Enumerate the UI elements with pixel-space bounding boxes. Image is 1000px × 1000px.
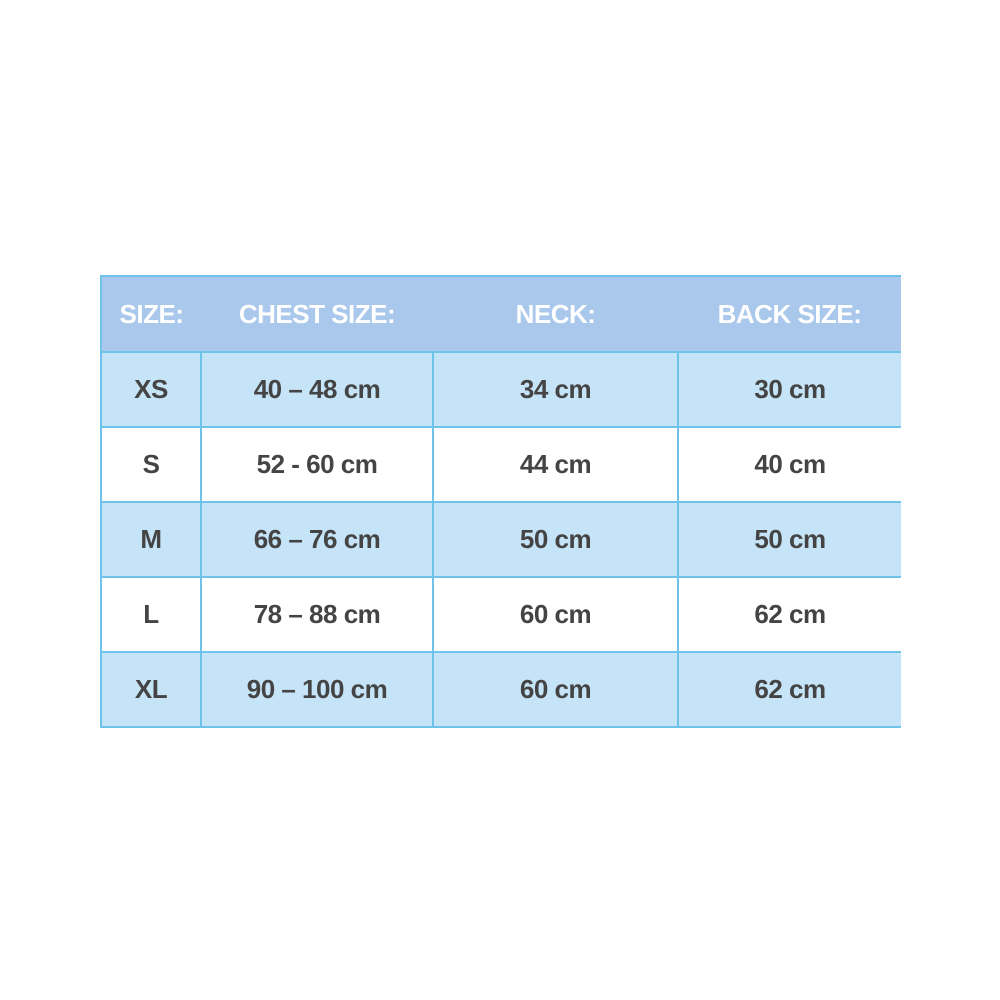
table-row: M 66 – 76 cm 50 cm 50 cm xyxy=(100,501,901,578)
measure-cell: 50 cm xyxy=(432,501,679,578)
size-cell: S xyxy=(100,426,202,503)
measure-cell: 62 cm xyxy=(677,576,901,653)
size-cell: XL xyxy=(100,651,202,728)
measure-cell: 62 cm xyxy=(677,651,901,728)
header-cell: NECK: xyxy=(433,275,678,353)
table-body: XS 40 – 48 cm 34 cm 30 cm S 52 - 60 cm 44 cm 40… xyxy=(100,351,901,728)
measure-cell: 50 cm xyxy=(677,501,901,578)
measure-cell: 44 cm xyxy=(432,426,679,503)
measure-cell: 66 – 76 cm xyxy=(200,501,434,578)
header-row: SIZE: CHEST SIZE: NECK: BACK SIZE: xyxy=(100,275,901,353)
header-cell: CHEST SIZE: xyxy=(201,275,433,353)
header-cell: SIZE: xyxy=(100,275,201,353)
measure-cell: 40 cm xyxy=(677,426,901,503)
size-cell: L xyxy=(100,576,202,653)
size-cell: M xyxy=(100,501,202,578)
measure-cell: 60 cm xyxy=(432,651,679,728)
table-header: SIZE: CHEST SIZE: NECK: BACK SIZE: xyxy=(100,275,901,353)
size-table: SIZE: CHEST SIZE: NECK: BACK SIZE: XS 40 – 4… xyxy=(100,275,901,728)
measure-cell: 40 – 48 cm xyxy=(200,351,434,428)
table-row: XL 90 – 100 cm 60 cm 62 cm xyxy=(100,651,901,728)
header-cell: BACK SIZE: xyxy=(678,275,901,353)
measure-cell: 34 cm xyxy=(432,351,679,428)
measure-cell: 78 – 88 cm xyxy=(200,576,434,653)
measure-cell: 90 – 100 cm xyxy=(200,651,434,728)
measure-cell: 30 cm xyxy=(677,351,901,428)
table-row: S 52 - 60 cm 44 cm 40 cm xyxy=(100,426,901,503)
table-row: L 78 – 88 cm 60 cm 62 cm xyxy=(100,576,901,653)
measure-cell: 52 - 60 cm xyxy=(200,426,434,503)
table-row: XS 40 – 48 cm 34 cm 30 cm xyxy=(100,351,901,428)
size-cell: XS xyxy=(100,351,202,428)
measure-cell: 60 cm xyxy=(432,576,679,653)
